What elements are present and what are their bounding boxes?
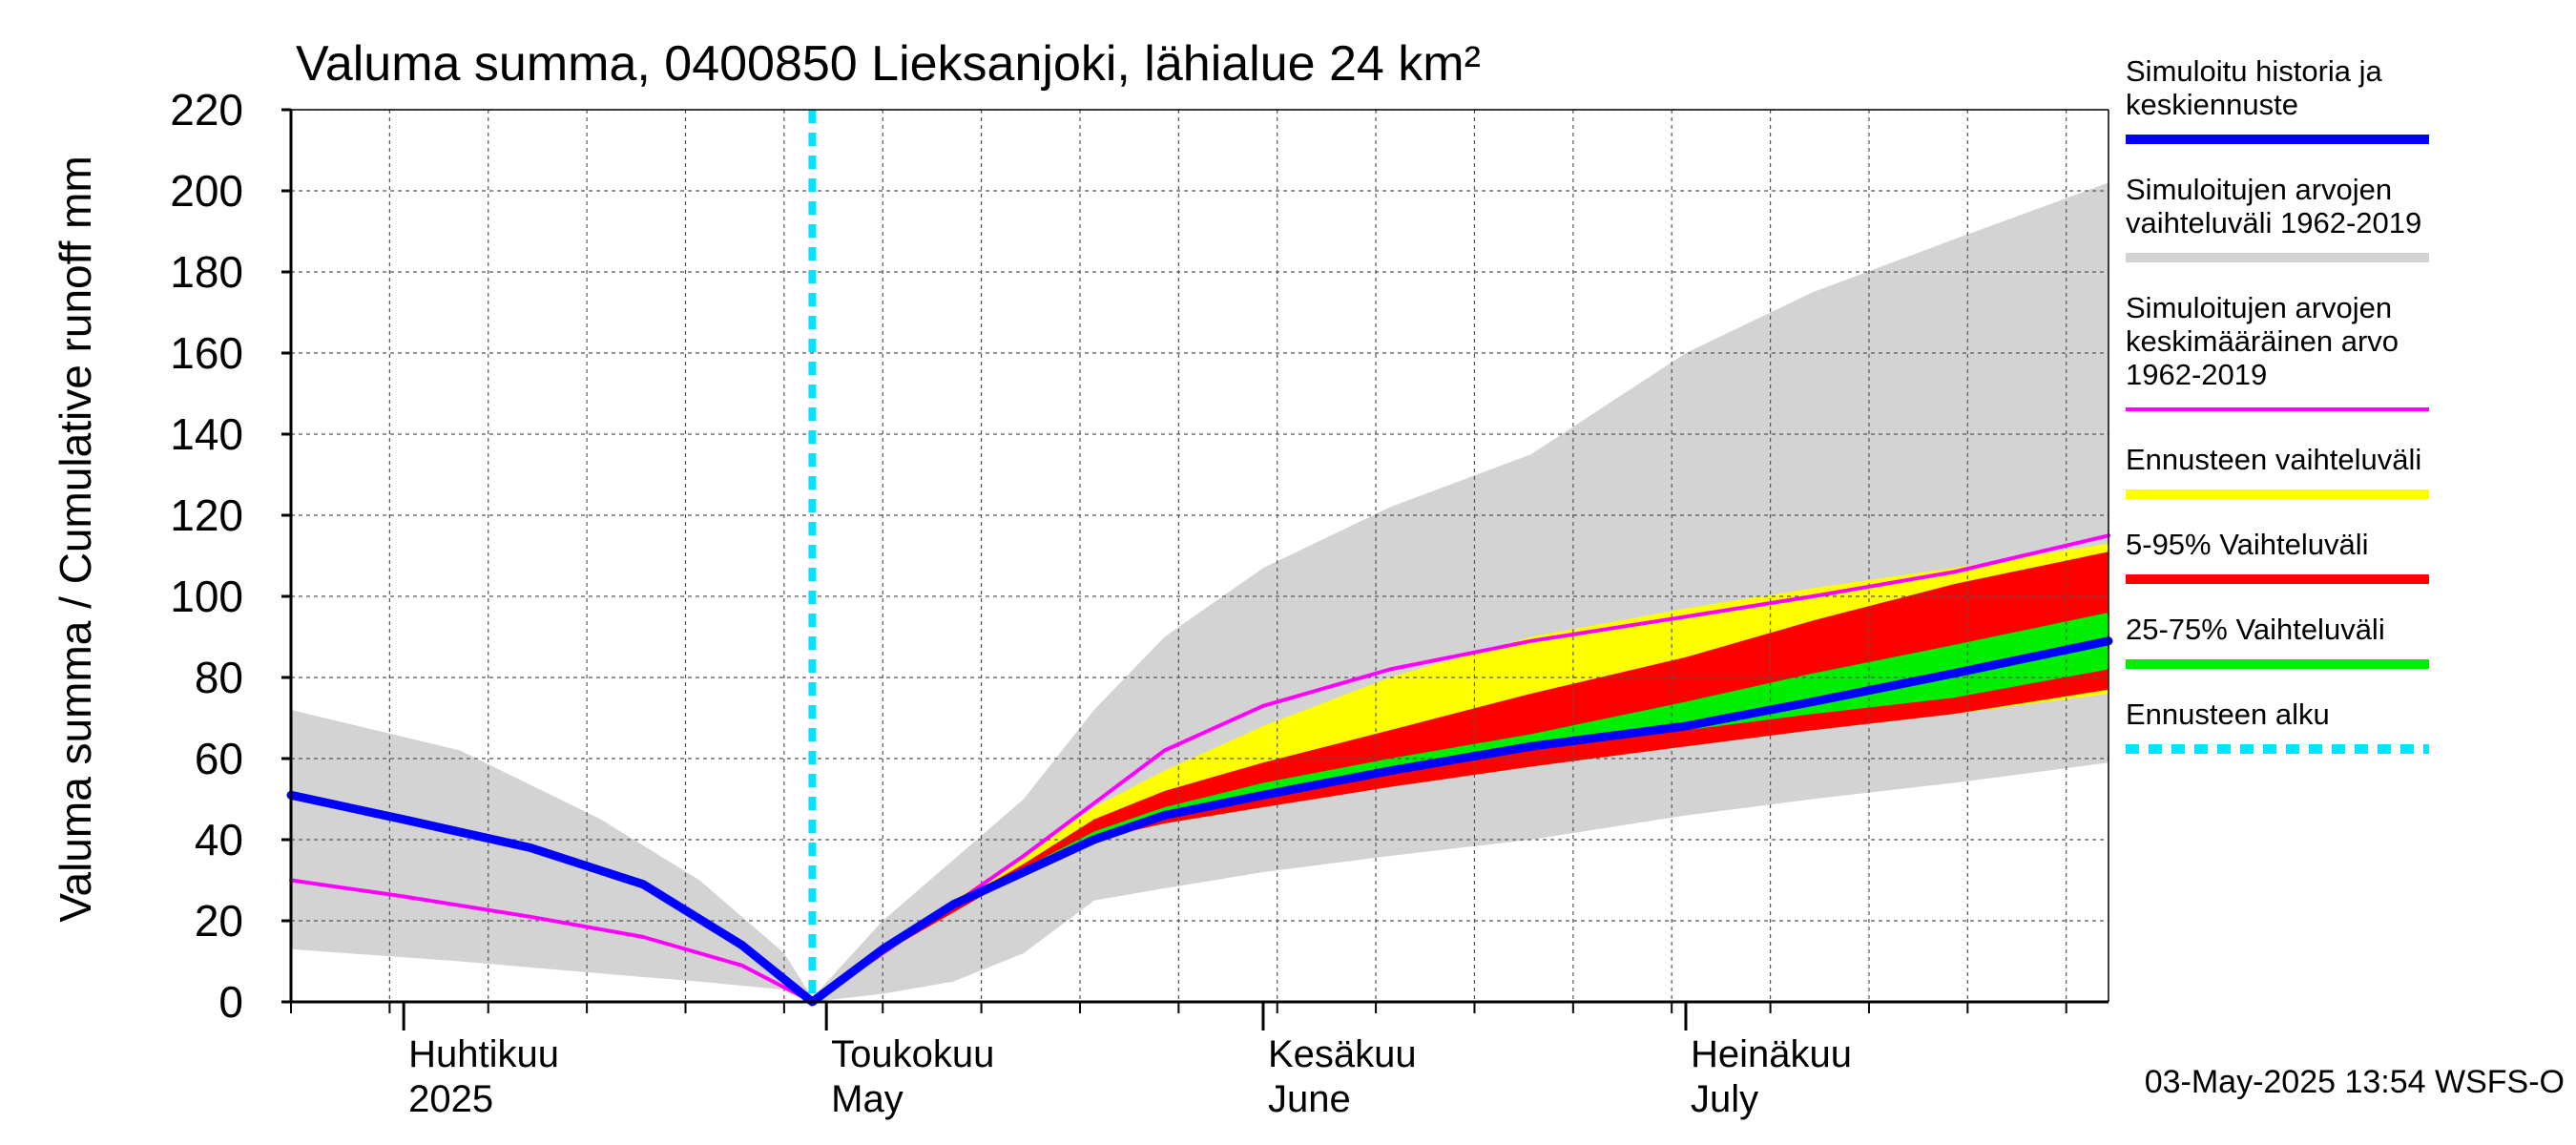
legend-item: 25-75% Vaihteluväli [2126,613,2429,669]
legend-label: Ennusteen alku [2126,697,2330,731]
y-tick-label: 120 [170,490,243,540]
plot-area: 0 20 40 60 80 100 120 140 160 180 200 220 Huhtikuu20… [170,85,2113,1120]
y-tick-label: 0 [218,977,243,1027]
legend-label: Simuloitujen arvojen [2126,291,2392,324]
legend-item: 5-95% Vaihteluväli [2126,528,2429,584]
y-tick-label: 80 [195,653,243,702]
chart-title: Valuma summa, 0400850 Lieksanjoki, lähia… [296,36,1481,92]
legend-label: Simuloitujen arvojen [2126,173,2392,206]
legend-label: 25-75% Vaihteluväli [2126,613,2385,646]
legend: Simuloitu historia jakeskiennusteSimuloi… [2126,54,2429,754]
legend-item: Ennusteen alku [2126,697,2429,754]
y-tick-label: 160 [170,328,243,378]
x-month-label-fi: Toukokuu [831,1033,994,1075]
y-tick-label: 20 [195,896,243,946]
y-tick-label: 220 [170,85,243,135]
y-tick-label: 100 [170,572,243,621]
mean-line [289,533,2110,1004]
y-tick-label: 180 [170,247,243,297]
legend-label: Simuloitu historia ja [2126,54,2383,88]
x-month-label-fi: Kesäkuu [1268,1033,1417,1075]
legend-item: Ennusteen vaihteluväli [2126,443,2429,499]
p5-95-band [812,552,2109,998]
legend-label: keskiennuste [2126,88,2298,121]
median-forecast-line [286,636,2113,1007]
legend-label: keskimääräinen arvo [2126,324,2399,358]
legend-label: vaihteluväli 1962-2019 [2126,206,2421,239]
history-range-band [291,182,2109,1002]
grid [291,109,2109,1002]
legend-label: 1962-2019 [2126,358,2267,391]
x-month-label-fi: Heinäkuu [1691,1033,1852,1075]
x-month-label-en: 2025 [408,1078,493,1120]
x-month-label-fi: Huhtikuu [408,1033,559,1075]
x-month-label-en: June [1268,1078,1351,1120]
footer-timestamp: 03-May-2025 13:54 WSFS-O [2145,1064,2565,1100]
legend-label: 5-95% Vaihteluväli [2126,528,2368,561]
y-tick-label: 200 [170,166,243,216]
y-axis-label: Valuma summa / Cumulative runoff mm [51,156,100,923]
y-tick-label: 140 [170,409,243,459]
legend-label: Ennusteen vaihteluväli [2126,443,2421,476]
y-tick-label: 40 [195,815,243,864]
y-tick-label: 60 [195,734,243,783]
x-month-label-en: July [1691,1078,1758,1120]
x-month-label-en: May [831,1078,904,1120]
